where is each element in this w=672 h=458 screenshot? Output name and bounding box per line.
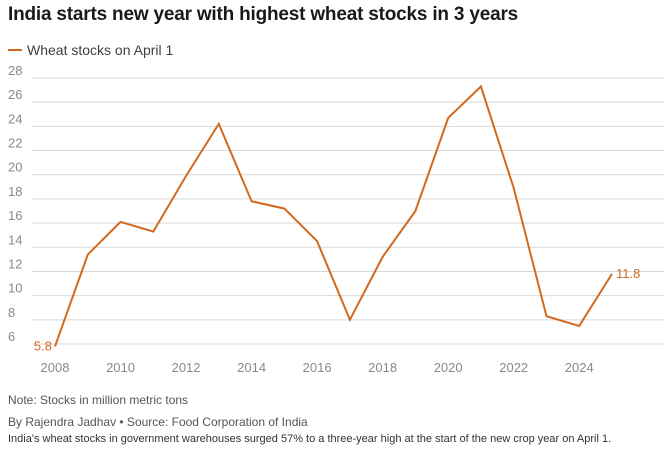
y-tick-label: 22 (8, 136, 22, 151)
y-tick-label: 16 (8, 208, 22, 223)
data-labels: 5.8 11.8 (34, 266, 640, 354)
y-tick-label: 24 (8, 111, 22, 126)
y-tick-label: 10 (8, 281, 22, 296)
x-tick-label: 2012 (172, 360, 201, 375)
y-tick-label: 18 (8, 184, 22, 199)
x-tick-label: 2018 (368, 360, 397, 375)
y-tick-label: 20 (8, 160, 22, 175)
x-tick-label: 2016 (303, 360, 332, 375)
chart-byline: By Rajendra Jadhav • Source: Food Corpor… (8, 415, 308, 429)
x-tick-label: 2022 (499, 360, 528, 375)
chart-note: Note: Stocks in million metric tons (8, 393, 189, 407)
y-tick-label: 8 (8, 305, 15, 320)
data-label-2008: 5.8 (34, 338, 52, 353)
legend-swatch (8, 49, 22, 51)
legend: Wheat stocks on April 1 (8, 42, 173, 58)
x-tick-label: 2024 (565, 360, 594, 375)
x-axis-ticks: 2008 2010 2012 2014 2016 2018 2020 2022 2024 (41, 360, 594, 375)
y-tick-label: 12 (8, 256, 22, 271)
legend-label: Wheat stocks on April 1 (27, 42, 174, 58)
y-tick-label: 26 (8, 87, 22, 102)
y-tick-label: 28 (8, 63, 22, 78)
series-lines (54, 84, 613, 347)
x-tick-label: 2008 (41, 360, 70, 375)
x-tick-label: 2014 (237, 360, 266, 375)
series-line-wheat-stocks (54, 84, 613, 347)
x-tick-label: 2020 (434, 360, 463, 375)
y-axis-ticks: 6 8 10 12 14 16 18 20 22 24 26 28 (8, 63, 22, 344)
y-tick-label: 6 (8, 329, 15, 344)
gridlines (32, 77, 664, 345)
x-tick-label: 2010 (106, 360, 135, 375)
chart-caption: India's wheat stocks in government wareh… (8, 433, 612, 445)
y-tick-label: 14 (8, 232, 22, 247)
chart-title: India starts new year with highest wheat… (8, 4, 519, 25)
data-label-2025: 11.8 (616, 266, 640, 281)
